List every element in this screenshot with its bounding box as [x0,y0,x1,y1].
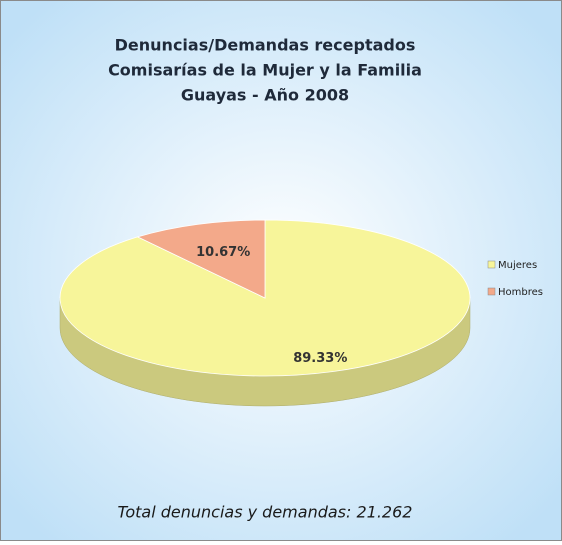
chart-title: Denuncias/Demandas receptados [115,36,416,55]
data-label: 10.67% [196,245,250,260]
pie-slice [136,219,266,299]
legend-label: Hombres [498,287,543,298]
chart-title: Comisarías de la Mujer y la Familia [108,61,422,80]
chart-title: Guayas - Año 2008 [181,86,349,105]
annotation: Total denuncias y demandas: 21.262 [118,503,413,522]
legend-label: Mujeres [498,260,537,271]
legend-swatch [487,287,496,296]
legend-swatch [487,260,496,269]
data-label: 89.33% [293,351,347,366]
